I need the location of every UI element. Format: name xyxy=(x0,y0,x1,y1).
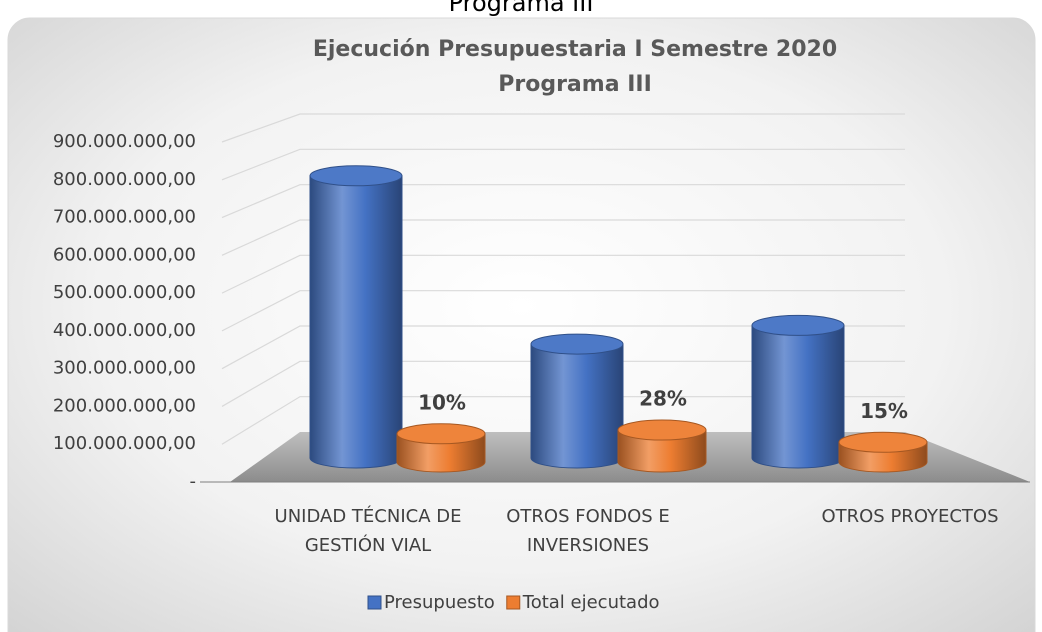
grid-line xyxy=(221,396,905,445)
grid-line xyxy=(221,290,905,332)
y-tick-label: - xyxy=(190,471,197,492)
grid-line xyxy=(221,184,905,219)
grid-line xyxy=(221,254,905,294)
y-tick-label: 600.000.000,00 xyxy=(53,244,196,265)
cylinder-body xyxy=(309,175,403,469)
y-tick-label: 900.000.000,00 xyxy=(53,131,196,152)
y-tick-label: 400.000.000,00 xyxy=(53,320,196,341)
chart-title: Ejecución Presupuestaria I Semestre 2020 xyxy=(313,37,837,62)
cylinder-body xyxy=(530,343,624,469)
grid-line xyxy=(221,219,905,256)
data-label: 10% xyxy=(418,390,466,414)
y-tick-label: 500.000.000,00 xyxy=(53,282,196,303)
legend-swatch xyxy=(367,595,382,610)
chart-subtitle: Programa III xyxy=(498,72,652,97)
cylinder-body xyxy=(751,324,845,469)
cylinder-top xyxy=(751,314,845,336)
cylinder-bar xyxy=(530,333,624,469)
cylinder-bar xyxy=(396,423,486,473)
legend-label: Presupuesto xyxy=(384,592,495,613)
page-heading: Programa III xyxy=(449,0,594,17)
x-tick-label: OTROS PROYECTOS xyxy=(821,506,999,527)
cylinder-top xyxy=(617,419,707,441)
cylinder-bar xyxy=(309,165,403,469)
y-tick-label: 800.000.000,00 xyxy=(53,169,196,190)
y-tick-label: 100.000.000,00 xyxy=(53,433,196,454)
x-tick-label: UNIDAD TÉCNICA DE GESTIÓN VIAL xyxy=(274,506,462,556)
data-label: 15% xyxy=(860,399,908,423)
cylinder-bar xyxy=(751,314,845,469)
y-tick-label: 700.000.000,00 xyxy=(53,207,196,228)
legend-swatch xyxy=(506,595,521,610)
data-label: 28% xyxy=(639,387,687,411)
cylinder-top xyxy=(838,431,928,453)
cylinder-body xyxy=(617,429,707,473)
cylinder-top xyxy=(396,423,486,445)
cylinder-bar xyxy=(617,419,707,473)
grid-line xyxy=(221,148,905,181)
grid-line xyxy=(221,325,905,370)
grid-line xyxy=(221,113,905,143)
x-tick-label: OTROS FONDOS E INVERSIONES xyxy=(506,506,670,556)
cylinder-body xyxy=(396,433,486,473)
cylinder-top xyxy=(309,165,403,187)
y-tick-label: 300.000.000,00 xyxy=(53,358,196,379)
cylinder-bar xyxy=(838,431,928,473)
legend-label: Total ejecutado xyxy=(522,592,660,613)
y-tick-label: 200.000.000,00 xyxy=(53,395,196,416)
cylinder-top xyxy=(530,333,624,355)
grid-line xyxy=(221,360,905,407)
